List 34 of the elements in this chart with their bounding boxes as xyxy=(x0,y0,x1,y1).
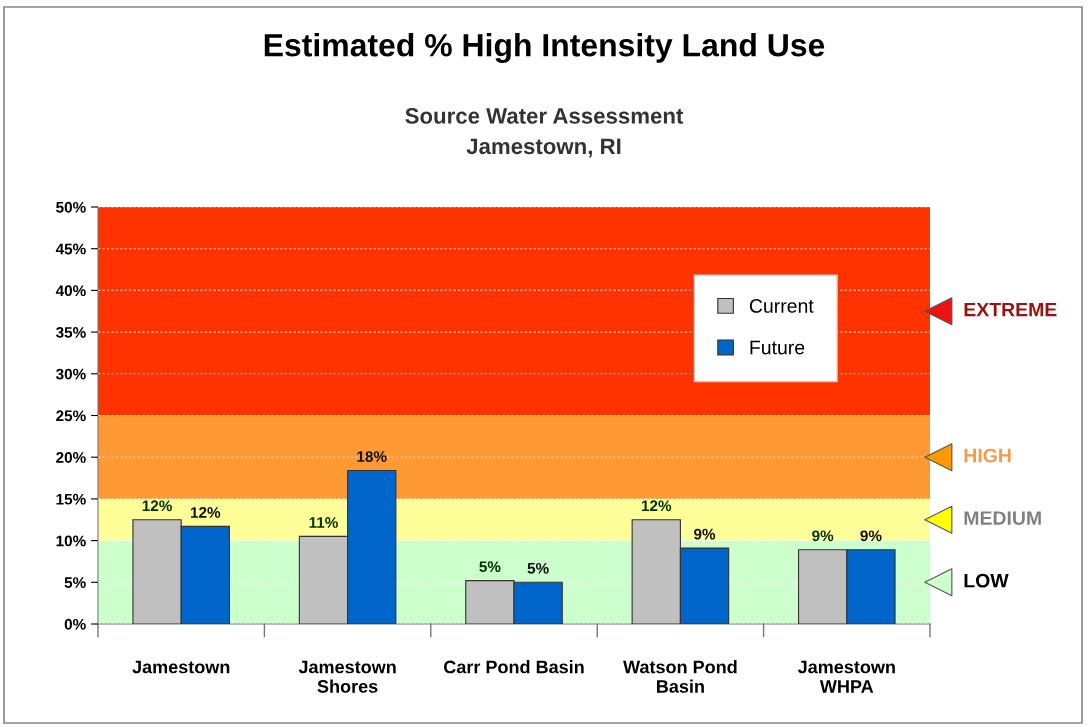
data-label: 18% xyxy=(357,451,387,462)
y-tick-label: 30% xyxy=(55,368,86,380)
y-tick-label: 0% xyxy=(64,618,86,630)
chart-title: Estimated % High Intensity Land Use xyxy=(264,33,825,63)
y-tick-label: 15% xyxy=(56,493,86,505)
data-label: 9% xyxy=(694,528,716,540)
data-label: 9% xyxy=(860,530,882,542)
band-label: MEDIUM xyxy=(964,511,1041,525)
data-label: 5% xyxy=(527,562,549,574)
x-tick-label: Jamestown xyxy=(132,660,230,674)
y-tick-label: 50% xyxy=(56,201,86,213)
y-tick-label: 20% xyxy=(56,452,86,463)
band-label: HIGH xyxy=(964,448,1011,463)
chart-subtitle: Source Water Assessment Jamestown, RI xyxy=(405,108,684,158)
x-tick-label: Carr Pond Basin xyxy=(444,660,584,674)
x-tick-label: Watson Pond Basin xyxy=(623,660,737,693)
band-label: EXTREME xyxy=(964,302,1057,317)
y-tick-label: 40% xyxy=(55,285,86,297)
y-tick-label: 5% xyxy=(64,577,86,588)
legend-label: Current xyxy=(749,299,814,313)
y-tick-label: 10% xyxy=(56,535,86,547)
legend-label: Future xyxy=(750,340,805,355)
data-label: 9% xyxy=(812,530,834,542)
data-label: 12% xyxy=(191,507,221,518)
y-tick-label: 35% xyxy=(55,326,86,338)
x-tick-label: Jamestown WHPA xyxy=(797,660,895,693)
x-tick-label: Jamestown Shores xyxy=(298,660,396,693)
y-tick-label: 45% xyxy=(55,243,86,255)
data-label: 12% xyxy=(641,500,672,512)
data-label: 12% xyxy=(142,500,172,512)
y-tick-label: 25% xyxy=(56,410,86,422)
band-label: LOW xyxy=(964,573,1009,588)
data-label: 5% xyxy=(479,561,501,573)
data-label: 11% xyxy=(309,517,338,528)
